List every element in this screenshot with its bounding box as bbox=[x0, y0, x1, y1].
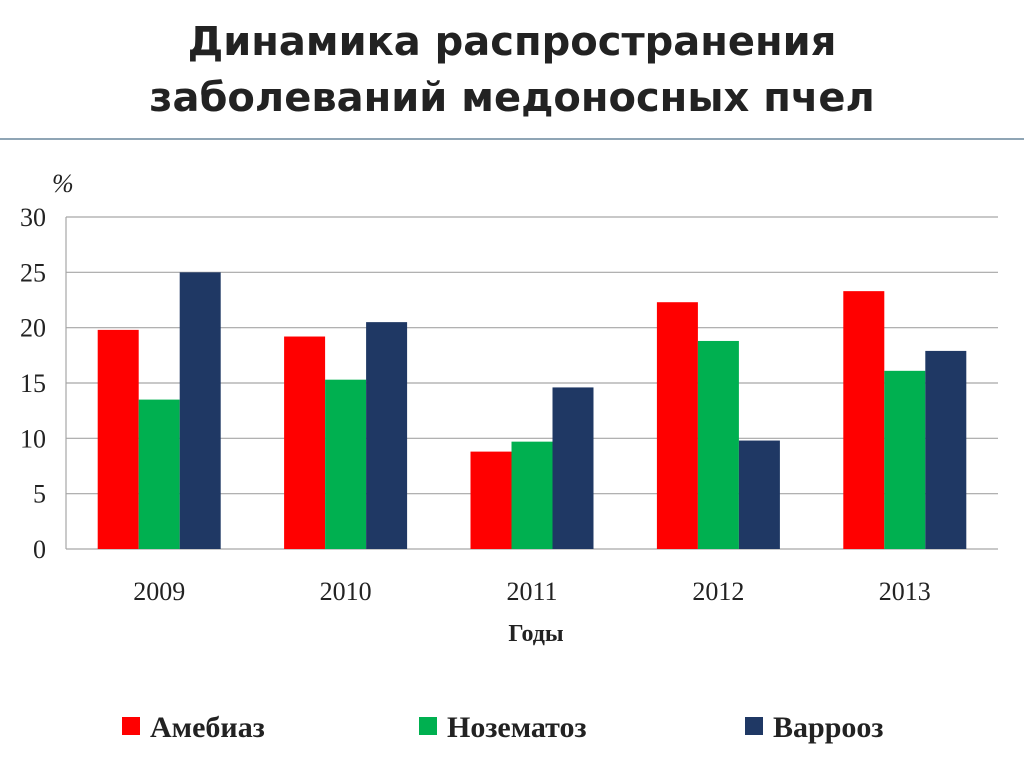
x-tick-label: 2013 bbox=[879, 577, 931, 606]
x-axis-title: Годы bbox=[508, 621, 564, 647]
slide-title: Динамика распространения заболеваний мед… bbox=[0, 14, 1024, 126]
x-tick-label: 2009 bbox=[133, 577, 185, 606]
bar-2011-series-2 bbox=[552, 387, 594, 549]
legend-swatch bbox=[745, 717, 763, 735]
y-tick-label: 25 bbox=[20, 258, 46, 287]
y-tick-label: 10 bbox=[20, 424, 46, 453]
title-line-2: заболеваний медоносных пчел bbox=[149, 75, 875, 121]
title-divider bbox=[0, 138, 1024, 140]
y-tick-label: 15 bbox=[20, 369, 46, 398]
title-line-1: Динамика распространения bbox=[187, 19, 837, 65]
legend: Амебиаз Нозематоз Варрооз bbox=[122, 711, 883, 744]
bar-2010-series-2 bbox=[366, 322, 408, 549]
y-axis-unit-label: % bbox=[52, 169, 74, 198]
bar-2009-series-0 bbox=[97, 329, 139, 549]
bar-2013-series-1 bbox=[884, 370, 926, 549]
x-tick-label: 2011 bbox=[506, 577, 557, 606]
bar-2009-series-1 bbox=[138, 399, 180, 549]
y-tick-label: 5 bbox=[33, 480, 46, 509]
legend-swatch bbox=[419, 717, 437, 735]
bars bbox=[97, 272, 967, 549]
bar-2011-series-1 bbox=[511, 441, 553, 549]
bar-2010-series-1 bbox=[325, 379, 367, 549]
legend-label: Нозематоз bbox=[447, 711, 587, 744]
bar-2012-series-0 bbox=[656, 302, 698, 549]
bar-2010-series-0 bbox=[284, 336, 326, 549]
y-tick-label: 0 bbox=[33, 535, 46, 564]
bar-2012-series-2 bbox=[738, 440, 780, 549]
gridlines bbox=[65, 216, 998, 550]
x-tick-label: 2012 bbox=[692, 577, 744, 606]
x-tick-label: 2010 bbox=[320, 577, 372, 606]
legend-label: Варрооз bbox=[773, 711, 883, 744]
legend-swatch bbox=[122, 717, 140, 735]
x-tick-labels: 2009 2010 2011 2012 2013 bbox=[133, 577, 931, 606]
bar-2013-series-0 bbox=[843, 291, 885, 549]
y-tick-label: 20 bbox=[20, 314, 46, 343]
bar-2011-series-0 bbox=[470, 451, 512, 549]
bar-2012-series-1 bbox=[697, 340, 739, 549]
legend-label: Амебиаз bbox=[150, 711, 265, 744]
bar-2013-series-2 bbox=[925, 350, 967, 549]
y-tick-label: 30 bbox=[20, 203, 46, 232]
bar-2009-series-2 bbox=[179, 272, 221, 549]
y-tick-labels: 0 5 10 15 20 25 30 bbox=[20, 203, 46, 564]
